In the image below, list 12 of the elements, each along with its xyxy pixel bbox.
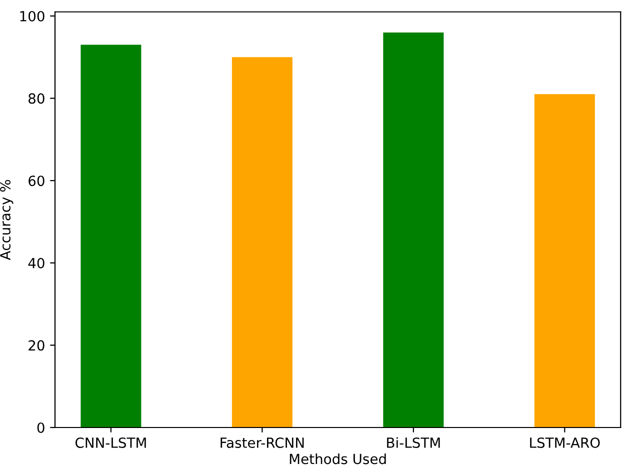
y-axis-title: Accuracy % <box>0 180 14 260</box>
x-tick-label: CNN-LSTM <box>75 437 146 448</box>
x-axis-title: Methods Used <box>290 453 386 464</box>
y-tick-label: 80 <box>28 93 44 104</box>
x-tick-label: Faster-RCNN <box>220 437 304 448</box>
y-tick-label: 20 <box>28 340 44 351</box>
y-tick-label: 100 <box>20 10 44 22</box>
x-tick-label: LSTM-ARO <box>530 437 600 448</box>
y-tick-label: 0 <box>37 422 44 433</box>
y-tick-label: 40 <box>28 258 44 268</box>
y-tick-label: 60 <box>28 176 44 186</box>
x-tick-label: Bi-LSTM <box>387 437 440 448</box>
